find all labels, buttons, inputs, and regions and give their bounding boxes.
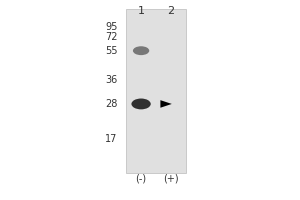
- Text: 36: 36: [105, 75, 117, 85]
- Text: 95: 95: [105, 22, 117, 32]
- Text: 1: 1: [138, 6, 145, 16]
- Text: 72: 72: [105, 32, 117, 42]
- Text: 55: 55: [105, 46, 117, 56]
- Text: (+): (+): [163, 174, 178, 184]
- Text: (-): (-): [136, 174, 147, 184]
- Bar: [126, 9, 186, 173]
- Ellipse shape: [133, 46, 149, 55]
- Ellipse shape: [131, 99, 151, 109]
- Text: 28: 28: [105, 99, 117, 109]
- Text: 2: 2: [167, 6, 174, 16]
- Polygon shape: [160, 100, 172, 108]
- Text: 17: 17: [105, 134, 117, 144]
